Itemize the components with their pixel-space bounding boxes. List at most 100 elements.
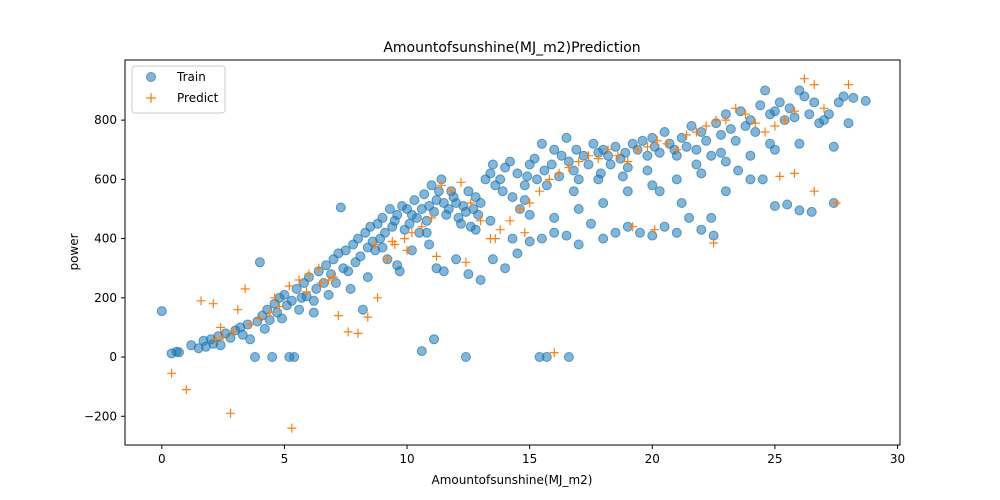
train-point [345, 283, 356, 294]
train-point [311, 283, 322, 294]
train-point [505, 156, 515, 167]
train-point [610, 227, 621, 238]
x-axis-ticks: 0 5 10 15 20 25 30 [158, 445, 905, 466]
train-point [750, 127, 761, 137]
train-point [411, 212, 422, 223]
train-point [522, 171, 533, 182]
predict-point [387, 237, 397, 246]
train-point [419, 189, 430, 200]
train-point [254, 257, 265, 268]
train-point [451, 254, 462, 265]
predict-point [809, 186, 819, 196]
train-point [716, 147, 726, 158]
predict-point [650, 225, 660, 235]
predict-point [211, 334, 221, 344]
predict-point [226, 408, 235, 418]
predict-point [432, 251, 441, 261]
train-point [377, 242, 388, 253]
train-point [681, 141, 692, 152]
train-point [706, 150, 717, 161]
predict-point [456, 177, 466, 187]
train-point [416, 346, 427, 357]
predict-point [304, 269, 314, 279]
predict-point [535, 186, 544, 196]
train-point [774, 97, 785, 108]
train-point [340, 245, 351, 256]
y-tick-label: 600 [94, 172, 117, 186]
legend-train-label: Train [176, 70, 206, 84]
train-point [335, 202, 346, 213]
predict-point [343, 327, 353, 337]
y-tick-label: 0 [109, 350, 117, 364]
train-point [573, 204, 584, 214]
train-point [598, 233, 609, 244]
predict-point [270, 293, 280, 303]
predict-point [819, 103, 829, 113]
predict-point [799, 74, 809, 84]
train-point [794, 205, 805, 216]
predict-point [584, 151, 593, 161]
train-point [470, 224, 481, 235]
train-point [745, 150, 756, 161]
train-point [473, 209, 484, 220]
predict-point [831, 198, 841, 208]
train-point [392, 209, 403, 220]
predict-point [809, 80, 819, 90]
x-tick-label: 5 [281, 452, 289, 466]
train-point [642, 165, 653, 176]
train-point [426, 180, 437, 191]
train-point [799, 91, 810, 102]
predict-series [167, 74, 853, 433]
predict-point [544, 174, 554, 184]
train-point [404, 218, 415, 229]
predict-point [701, 121, 711, 131]
x-tick-label: 25 [767, 452, 782, 466]
train-point [529, 153, 540, 164]
train-point [384, 204, 395, 214]
predict-point [603, 145, 613, 155]
predict-point [564, 163, 574, 172]
train-point [725, 124, 736, 134]
train-point [487, 159, 498, 170]
train-point [671, 227, 682, 238]
train-point [647, 180, 658, 191]
predict-point [574, 157, 584, 167]
train-point [549, 212, 560, 223]
train-point [429, 334, 439, 345]
predict-point [436, 180, 446, 190]
train-point [716, 129, 726, 140]
predict-point [711, 115, 721, 125]
train-point [174, 347, 184, 358]
train-point [828, 141, 839, 152]
train-point [622, 186, 633, 197]
train-point [512, 248, 523, 259]
train-point [539, 165, 550, 176]
train-point [433, 186, 444, 197]
train-point [291, 283, 302, 294]
train-point [308, 307, 319, 318]
predict-point [287, 423, 297, 433]
predict-point [672, 145, 682, 155]
train-point [443, 204, 454, 214]
train-point [757, 174, 768, 185]
train-point [475, 275, 486, 285]
train-point [654, 147, 665, 158]
predict-point [167, 368, 177, 378]
train-point [760, 85, 771, 96]
train-point [541, 180, 552, 191]
train-point [610, 141, 621, 152]
train-point [843, 118, 854, 129]
predict-point [324, 275, 334, 285]
train-point [296, 292, 307, 303]
train-point [691, 144, 702, 155]
predict-point [402, 245, 412, 255]
train-point [686, 121, 697, 131]
train-point [267, 352, 278, 362]
predict-point [682, 130, 692, 140]
predict-point [490, 234, 500, 244]
train-point [485, 168, 496, 179]
train-point [838, 91, 849, 102]
train-point [156, 306, 167, 317]
train-point [215, 340, 226, 351]
train-point [573, 174, 584, 185]
